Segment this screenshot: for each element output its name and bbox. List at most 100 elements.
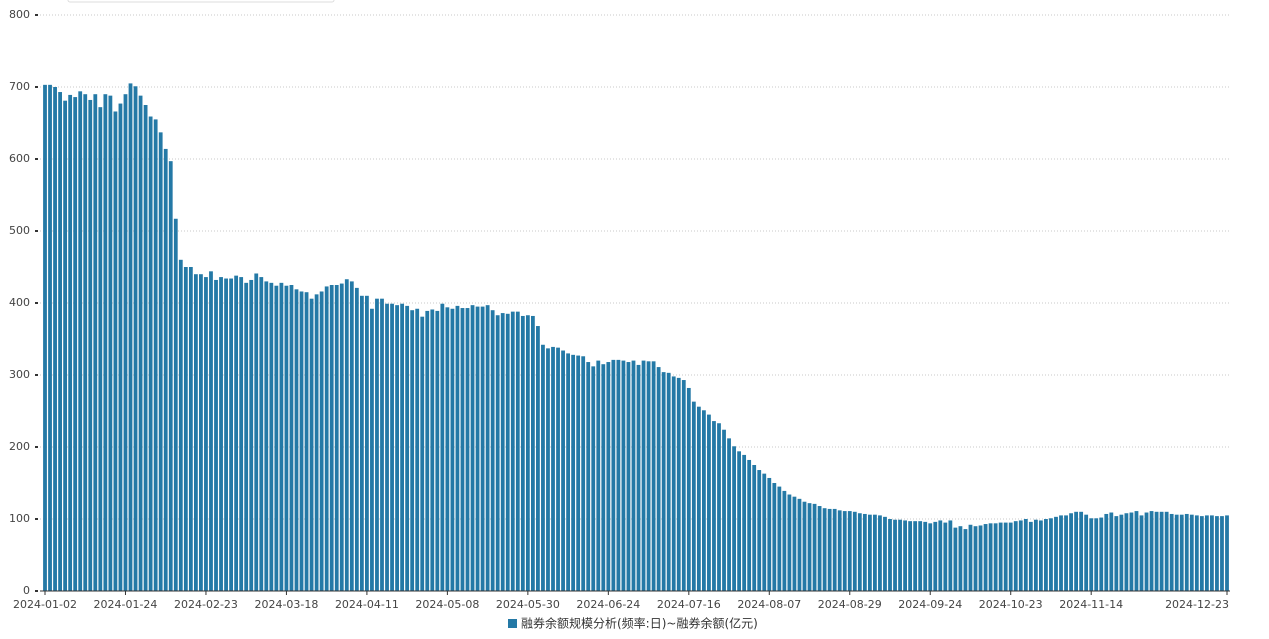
bar — [274, 285, 279, 591]
bar — [1119, 514, 1124, 591]
bar — [722, 429, 726, 591]
bar — [1129, 512, 1134, 591]
bar — [510, 311, 515, 591]
bar — [842, 511, 847, 591]
bar — [943, 522, 948, 591]
bar — [732, 446, 736, 591]
bar — [696, 406, 701, 591]
bar — [837, 510, 842, 591]
bar — [1099, 517, 1104, 591]
bar — [676, 377, 681, 591]
bar — [485, 305, 490, 591]
bar — [98, 107, 103, 591]
bar — [314, 294, 319, 591]
bar — [1038, 520, 1043, 591]
bar — [68, 94, 73, 592]
bar — [918, 521, 923, 591]
bar — [802, 501, 807, 591]
input-box — [67, 0, 335, 3]
bar — [380, 298, 384, 591]
bar — [747, 459, 752, 591]
bar — [671, 376, 676, 591]
bar — [475, 306, 480, 591]
bar — [204, 277, 208, 591]
bar — [365, 295, 369, 591]
bar — [420, 316, 425, 591]
bar — [455, 305, 460, 591]
x-tick-label: 2024-02-23 — [174, 598, 238, 611]
bar — [354, 287, 359, 591]
bar — [717, 423, 721, 591]
y-tick-label: 600 — [9, 152, 30, 165]
bar — [188, 267, 193, 591]
x-tick-label: 2024-09-24 — [898, 598, 962, 611]
bar — [249, 279, 254, 591]
x-tick-label: 2024-05-08 — [415, 598, 479, 611]
bar — [541, 344, 545, 591]
bar — [515, 311, 520, 591]
bar — [410, 310, 415, 591]
bar — [168, 161, 173, 591]
bar — [742, 454, 747, 591]
bar — [193, 274, 198, 591]
x-tick-label: 2024-08-07 — [737, 598, 801, 611]
bar — [656, 367, 661, 591]
bar — [782, 490, 787, 591]
bar — [551, 346, 555, 591]
bar — [978, 525, 983, 591]
bar — [269, 282, 274, 591]
bar — [596, 360, 601, 591]
bar — [304, 292, 309, 591]
bar — [1064, 515, 1068, 591]
bar — [118, 103, 123, 591]
bar — [963, 529, 968, 591]
bar — [1109, 512, 1114, 591]
bar — [1225, 515, 1229, 591]
bar — [199, 274, 203, 591]
bar — [1018, 520, 1023, 591]
x-tick-label: 2024-07-16 — [657, 598, 721, 611]
bar — [430, 309, 435, 591]
bar — [631, 360, 636, 591]
bar — [299, 291, 304, 591]
bar — [1084, 514, 1089, 591]
bar — [400, 303, 405, 591]
bar — [530, 315, 535, 591]
bar — [465, 308, 470, 591]
bar — [1194, 515, 1199, 591]
bar — [576, 355, 581, 591]
bar — [93, 94, 98, 591]
bar — [244, 282, 249, 591]
bar — [279, 282, 284, 591]
bar — [1028, 521, 1033, 591]
x-tick-label: 2024-06-24 — [576, 598, 640, 611]
bar — [661, 372, 666, 591]
bar — [239, 277, 244, 591]
bar — [460, 308, 465, 591]
bar — [1023, 519, 1028, 591]
bar — [495, 315, 500, 591]
bar — [636, 364, 641, 591]
bar — [651, 361, 656, 591]
bar — [133, 86, 138, 591]
bar — [933, 521, 938, 591]
bar — [259, 277, 264, 591]
bar — [183, 267, 188, 591]
x-tick-label: 2024-11-14 — [1059, 598, 1123, 611]
bar — [993, 523, 998, 591]
bar — [113, 111, 118, 591]
bar — [425, 310, 430, 591]
y-tick-label: 800 — [9, 8, 30, 21]
bar — [520, 315, 525, 591]
bar — [1174, 514, 1179, 591]
bar — [873, 514, 877, 591]
bar — [1003, 522, 1008, 591]
bar — [143, 105, 148, 591]
bar — [903, 520, 907, 591]
bar — [772, 483, 777, 591]
bar — [329, 285, 334, 591]
bar — [319, 291, 324, 591]
bar — [480, 306, 485, 591]
bar — [1199, 516, 1204, 591]
